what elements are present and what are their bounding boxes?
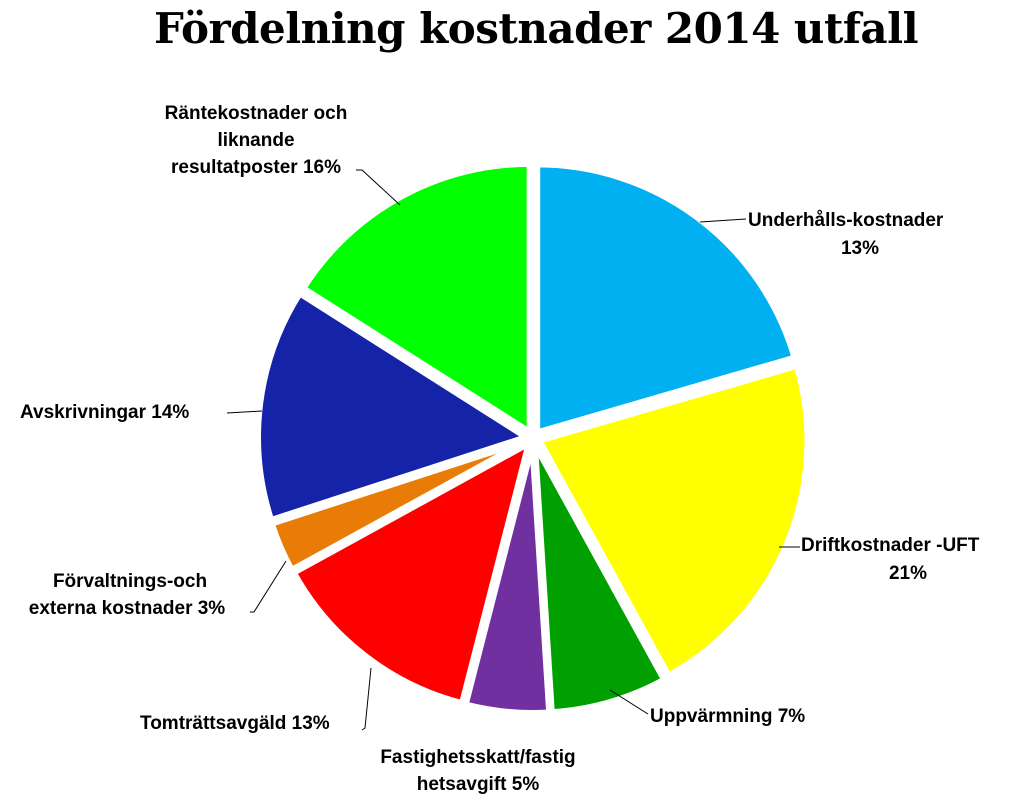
pie-slice [462, 444, 553, 716]
slice-label: Räntekostnader och liknande resultatposter… [165, 103, 348, 178]
leader-line [226, 410, 263, 414]
leader-line [250, 560, 287, 613]
leader-line [361, 667, 372, 731]
slice-label: Uppvärmning 7% [650, 706, 805, 727]
slice-label: Driftkostnader -UFT 21% [801, 535, 980, 584]
pie-slice [255, 289, 534, 524]
slice-label: Tomträttsavgäld 13% [140, 713, 330, 734]
slice-label: Fastighetsskatt/fastig hetsavgift 5% [380, 747, 575, 795]
leader-line [609, 689, 649, 715]
pie-slice [535, 362, 811, 680]
pie-slice [267, 437, 529, 574]
slice-label: Avskrivningar 14% [20, 402, 189, 423]
pie-slice [531, 443, 669, 716]
chart-title: Fördelning kostnader 2014 utfall [153, 4, 919, 53]
pie-slice [299, 160, 533, 438]
pie-slice [289, 437, 534, 707]
leader-line [699, 218, 747, 223]
pie-slice [534, 161, 799, 437]
slice-label: Förvaltnings-och externa kostnader 3% [29, 571, 226, 619]
slice-label: Underhålls-kostnader 13% [748, 210, 944, 259]
leader-line [356, 169, 401, 206]
